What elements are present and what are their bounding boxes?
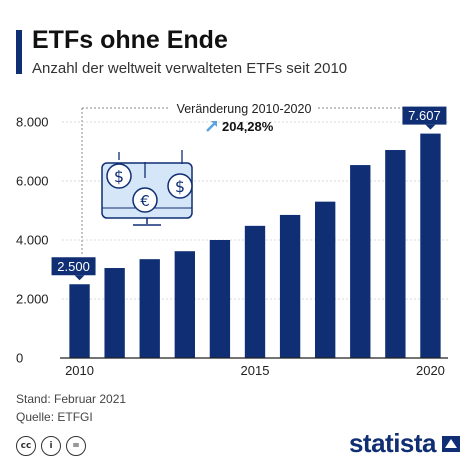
callout-last-pointer: [425, 124, 436, 130]
y-tick-label: 2.000: [16, 292, 49, 307]
callout-first-box: [51, 257, 96, 276]
footer-source: Quelle: ETFGI: [16, 410, 93, 424]
bar-2014: [209, 240, 231, 358]
annotation-value: 204,28%: [222, 119, 274, 134]
bar-2012: [139, 259, 160, 358]
y-tick-label: 8.000: [16, 115, 49, 130]
by-icon[interactable]: i: [41, 436, 61, 456]
bar-2019: [385, 150, 406, 358]
chart-title: ETFs ohne Ende: [32, 26, 228, 54]
y-tick-label: 0: [16, 351, 23, 366]
bar-2015: [244, 225, 266, 358]
bar-2017: [315, 201, 336, 358]
x-tick-label: 2010: [65, 363, 94, 378]
money-screen-icon: $ € $: [101, 150, 193, 226]
callout-last-label: 7.607: [408, 108, 441, 123]
statista-mark-icon: [442, 435, 460, 452]
svg-text:€: €: [140, 192, 150, 210]
bar-2016: [279, 214, 301, 358]
svg-text:$: $: [175, 177, 185, 196]
arrow-up-icon: [206, 121, 217, 132]
callout-first-pointer: [74, 275, 85, 281]
bar-2018: [350, 165, 371, 358]
x-tick-label: 2015: [241, 363, 270, 378]
svg-text:$: $: [114, 167, 124, 186]
statista-logo[interactable]: statista: [349, 428, 460, 459]
footer-stand: Stand: Februar 2021: [16, 392, 127, 406]
bar-2010: [69, 284, 90, 358]
bar-2020: [420, 133, 441, 358]
title-accent-bar: [16, 30, 22, 74]
x-tick-label: 2020: [416, 363, 445, 378]
bar-2013: [174, 251, 195, 358]
callout-last-box: [402, 106, 447, 125]
brand-name: statista: [348, 428, 437, 458]
bar-2011: [104, 268, 125, 358]
cc-icon[interactable]: cc: [16, 436, 36, 456]
nd-icon[interactable]: =: [66, 436, 86, 456]
callout-first-label: 2.500: [57, 259, 90, 274]
y-tick-label: 6.000: [16, 174, 49, 189]
chart-subtitle: Anzahl der weltweit verwalteten ETFs sei…: [32, 60, 348, 77]
y-tick-label: 4.000: [16, 233, 49, 248]
license-icons: cc i =: [16, 436, 86, 456]
annotation-label: Veränderung 2010-2020: [177, 102, 312, 116]
